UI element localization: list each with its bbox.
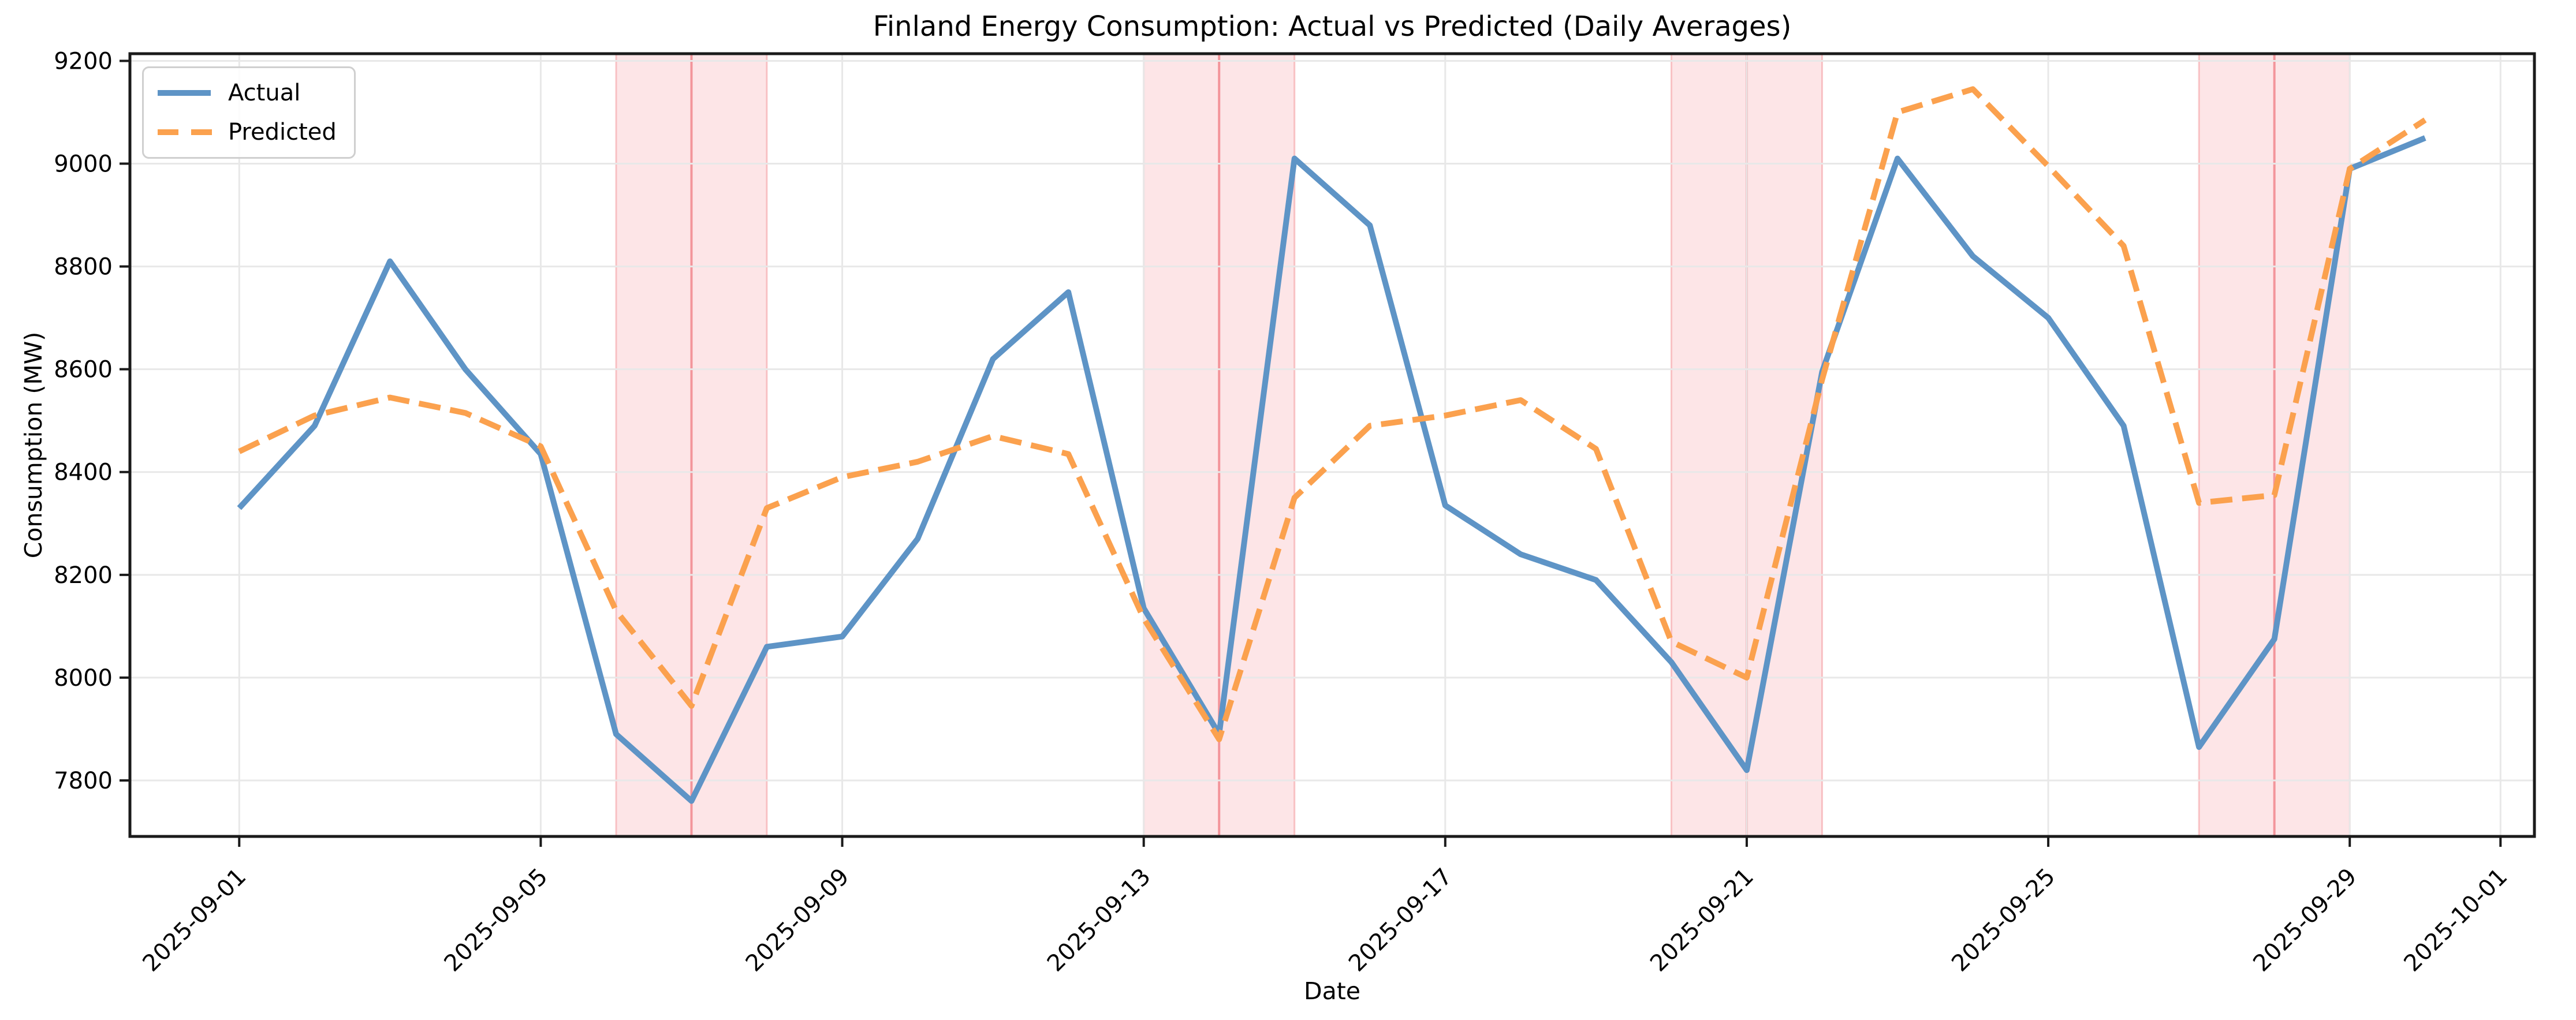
legend-label-actual: Actual — [228, 80, 301, 106]
legend-label-predicted: Predicted — [228, 119, 337, 145]
x-tick-label: 2025-09-29 — [2248, 864, 2362, 977]
y-tick-label: 8000 — [54, 665, 113, 692]
y-tick-label: 9000 — [54, 151, 113, 178]
x-tick-label: 2025-10-01 — [2399, 864, 2512, 977]
y-tick-label: 8400 — [54, 459, 113, 486]
y-tick-label: 7800 — [54, 768, 113, 794]
legend-item-predicted: Predicted — [156, 119, 337, 145]
x-tick-label: 2025-09-17 — [1344, 864, 1457, 977]
x-tick-label: 2025-09-25 — [1947, 864, 2060, 977]
x-tick-label: 2025-09-09 — [741, 864, 855, 977]
y-tick-label: 8200 — [54, 562, 113, 589]
chart-title: Finland Energy Consumption: Actual vs Pr… — [873, 10, 1792, 43]
x-tick-label: 2025-09-05 — [439, 864, 553, 977]
predicted-line — [238, 86, 2427, 742]
legend-line-solid-icon — [158, 90, 211, 96]
x-tick-label: 2025-09-21 — [1645, 864, 1759, 977]
legend-item-actual: Actual — [156, 80, 337, 106]
x-tick-label: 2025-09-01 — [137, 864, 251, 977]
actual-line — [237, 135, 2426, 804]
y-tick-label: 8800 — [54, 254, 113, 281]
x-axis-label: Date — [1304, 977, 1360, 1005]
legend-line-dashed-icon — [158, 129, 212, 135]
x-tick-label: 2025-09-13 — [1042, 864, 1156, 977]
y-tick-label: 8600 — [54, 357, 113, 383]
plot-border — [128, 52, 2536, 838]
legend: Actual Predicted — [142, 66, 356, 159]
y-axis-label: Consumption (MW) — [20, 331, 47, 559]
y-tick-label: 9200 — [54, 48, 113, 74]
